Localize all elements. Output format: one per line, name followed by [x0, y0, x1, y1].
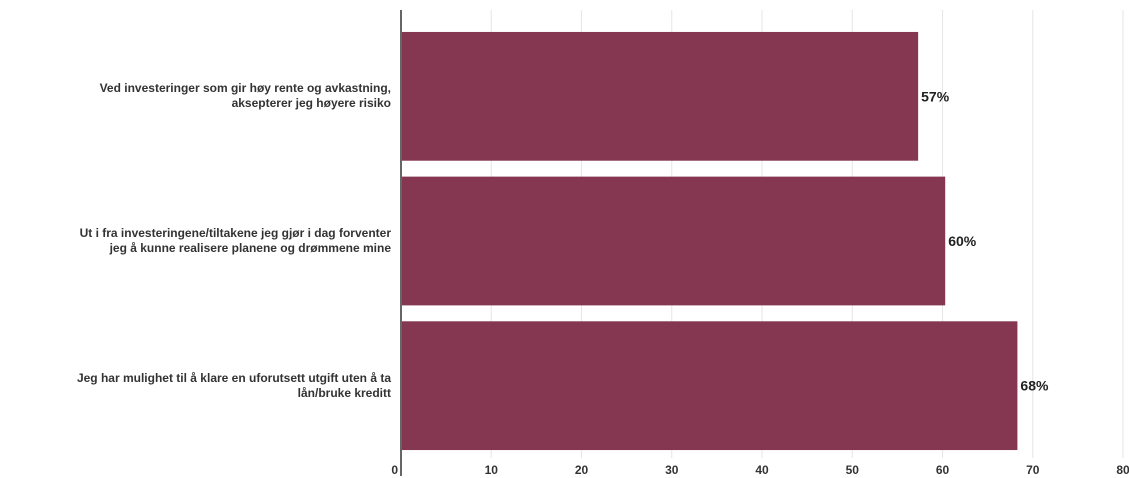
bar	[402, 176, 946, 306]
data-label: 60%	[948, 233, 977, 249]
category-label: Ved investeringer som gir høy rente og a…	[0, 81, 391, 111]
x-tick-label: 20	[575, 463, 589, 477]
data-labels: 57% 60% 68%	[921, 88, 1049, 393]
x-tick-label: 0	[391, 463, 398, 477]
x-tick-label: 40	[755, 463, 769, 477]
category-label-line: jeg å kunne realisere planene og drømmen…	[109, 241, 391, 255]
data-label: 68%	[1020, 378, 1049, 394]
category-label-line: Ut i fra investeringene/tiltakene jeg gj…	[79, 226, 391, 240]
category-label-line: lån/bruke kreditt	[297, 385, 391, 400]
bar	[402, 31, 919, 161]
x-tick-label: 50	[846, 463, 860, 477]
x-tick-label: 30	[665, 463, 679, 477]
x-tick-labels: 0 10 20 30 40 50 60 70 80	[391, 463, 1129, 477]
category-label: Jeg har mulighet til å klare en uforutse…	[0, 371, 391, 401]
bar	[402, 321, 1018, 451]
category-label-line: Jeg har mulighet til å klare en uforutse…	[76, 370, 391, 385]
data-label: 57%	[921, 88, 950, 104]
category-label-line: aksepterer jeg høyere risiko	[231, 96, 391, 111]
category-label-line: Ved investeringer som gir høy rente og a…	[99, 81, 391, 96]
x-tick-label: 70	[1026, 463, 1040, 477]
bars	[402, 31, 1018, 451]
x-tick-label: 10	[485, 463, 499, 477]
x-tick-label: 60	[936, 463, 950, 477]
category-label: Ut i fra investeringene/tiltakene jeg gj…	[0, 226, 391, 256]
x-tick-label: 80	[1116, 463, 1129, 477]
